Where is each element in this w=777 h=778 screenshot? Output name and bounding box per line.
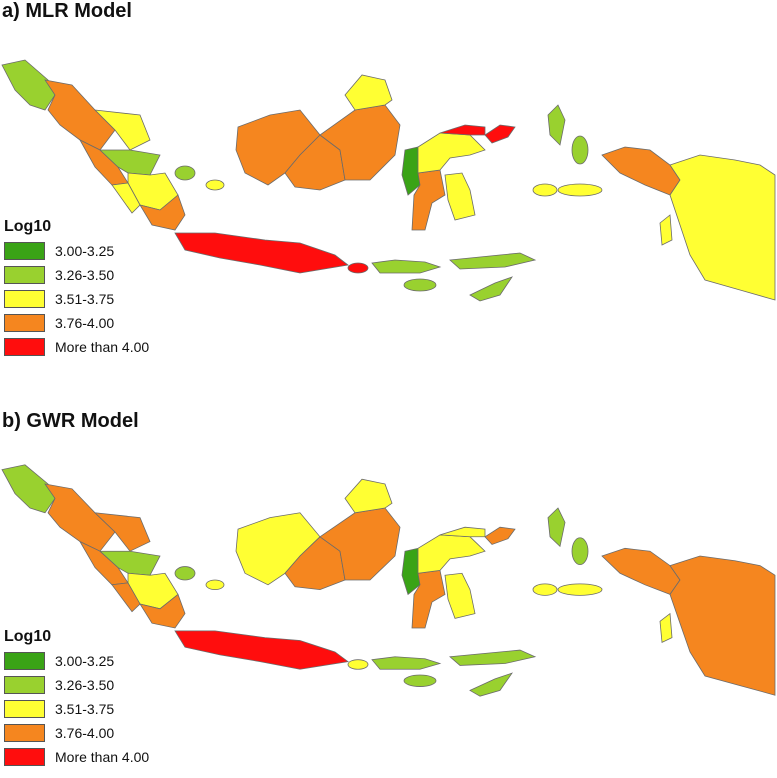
legend-label: 3.76-4.00 xyxy=(55,725,115,741)
region-west-papua xyxy=(601,547,681,595)
legend-item: 3.51-3.75 xyxy=(4,697,149,721)
legend: Log10 3.00-3.25 3.26-3.50 3.51-3.75 3.76… xyxy=(4,218,149,359)
region-aceh xyxy=(1,464,56,514)
region-maluku-3 xyxy=(659,214,673,246)
legend-label: 3.00-3.25 xyxy=(55,653,115,669)
legend-label: More than 4.00 xyxy=(55,749,150,765)
region-timor xyxy=(469,276,513,302)
region-maluku-2 xyxy=(557,583,603,596)
region-bangka xyxy=(174,566,196,581)
legend-swatch xyxy=(4,676,45,694)
legend-item: More than 4.00 xyxy=(4,335,149,359)
region-java xyxy=(174,630,349,670)
region-riau xyxy=(93,109,151,151)
legend-item: 3.76-4.00 xyxy=(4,721,149,745)
legend: Log10 3.00-3.25 3.26-3.50 3.51-3.75 3.76… xyxy=(4,628,149,769)
region-southeast-sulawesi xyxy=(444,572,476,619)
region-maluku-north xyxy=(547,507,566,548)
region-bali xyxy=(347,659,369,670)
legend-item: More than 4.00 xyxy=(4,745,149,769)
region-north-sulawesi xyxy=(484,124,516,144)
legend-item: 3.76-4.00 xyxy=(4,311,149,335)
region-ntb xyxy=(371,259,442,274)
region-north-kalimantan xyxy=(344,478,393,514)
region-riau xyxy=(93,512,151,552)
legend-label: 3.76-4.00 xyxy=(55,315,115,331)
region-maluku xyxy=(532,583,558,596)
legend-label: 3.51-3.75 xyxy=(55,701,115,717)
panel-mlr: a) MLR Model xyxy=(1,0,776,359)
legend-item: 3.26-3.50 xyxy=(4,673,149,697)
legend-swatch xyxy=(4,748,45,766)
legend-item: 3.26-3.50 xyxy=(4,263,149,287)
legend-label: 3.26-3.50 xyxy=(55,267,115,283)
region-ntt xyxy=(449,649,537,666)
indonesia-map xyxy=(1,59,776,302)
legend-title: Log10 xyxy=(4,218,52,235)
legend-swatch xyxy=(4,652,45,670)
region-ntt xyxy=(449,252,537,270)
legend-swatch xyxy=(4,242,45,260)
legend-swatch xyxy=(4,338,45,356)
region-aceh xyxy=(1,59,56,111)
region-ntb xyxy=(371,656,442,670)
region-gorontalo xyxy=(439,124,486,136)
panel-gwr: b) GWR Model xyxy=(0,410,777,778)
region-south-sulawesi xyxy=(411,569,446,629)
region-bali xyxy=(347,262,369,274)
panel-title: a) MLR Model xyxy=(2,0,132,22)
legend-item: 3.00-3.25 xyxy=(4,649,149,673)
legend-swatch xyxy=(4,724,45,742)
legend-label: More than 4.00 xyxy=(55,339,150,355)
region-riau-islands xyxy=(205,579,225,590)
region-maluku-north-2 xyxy=(571,537,589,566)
legend-label: 3.51-3.75 xyxy=(55,291,115,307)
region-west-sulawesi xyxy=(401,547,421,596)
legend-swatch xyxy=(4,266,45,284)
region-maluku-north xyxy=(547,104,566,146)
region-bangka xyxy=(174,165,196,181)
region-southeast-sulawesi xyxy=(444,172,476,221)
region-west-sulawesi xyxy=(401,146,421,196)
region-central-sulawesi xyxy=(417,132,486,174)
region-java xyxy=(174,232,349,274)
legend-label: 3.00-3.25 xyxy=(55,243,115,259)
region-papua xyxy=(669,555,776,696)
legend-title: Log10 xyxy=(4,628,52,645)
region-riau-islands xyxy=(205,179,225,191)
region-ntt-island xyxy=(403,278,437,292)
legend-label: 3.26-3.50 xyxy=(55,677,115,693)
region-central-sulawesi xyxy=(417,534,486,574)
legend-swatch xyxy=(4,700,45,718)
legend-swatch xyxy=(4,290,45,308)
region-lampung xyxy=(139,194,186,231)
region-south-sulawesi xyxy=(411,169,446,231)
region-maluku xyxy=(532,183,558,197)
region-west-papua xyxy=(601,146,681,196)
region-north-kalimantan xyxy=(344,74,393,111)
region-timor xyxy=(469,672,513,697)
legend-item: 3.00-3.25 xyxy=(4,239,149,263)
legend-item: 3.51-3.75 xyxy=(4,287,149,311)
indonesia-map xyxy=(1,464,776,697)
region-north-sulawesi xyxy=(484,526,516,545)
region-lampung xyxy=(139,593,186,629)
region-maluku-north-2 xyxy=(571,135,589,165)
region-ntt-island xyxy=(403,674,437,687)
region-maluku-3 xyxy=(659,612,673,643)
region-papua xyxy=(669,154,776,301)
panel-title: b) GWR Model xyxy=(2,410,139,432)
region-gorontalo xyxy=(439,526,486,538)
legend-swatch xyxy=(4,314,45,332)
region-maluku-2 xyxy=(557,183,603,197)
